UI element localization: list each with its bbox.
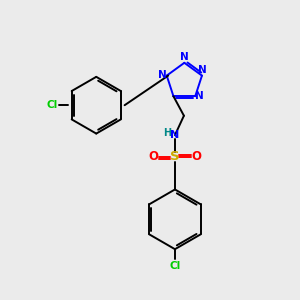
Text: S: S xyxy=(170,150,180,163)
Text: O: O xyxy=(148,150,158,163)
Text: Cl: Cl xyxy=(46,100,57,110)
Text: N: N xyxy=(170,130,180,140)
Text: N: N xyxy=(158,70,167,80)
Text: N: N xyxy=(180,52,189,62)
Text: O: O xyxy=(192,150,202,163)
Text: Cl: Cl xyxy=(169,260,181,271)
Text: N: N xyxy=(198,65,206,75)
Text: N: N xyxy=(195,91,204,101)
Text: H: H xyxy=(164,128,172,138)
